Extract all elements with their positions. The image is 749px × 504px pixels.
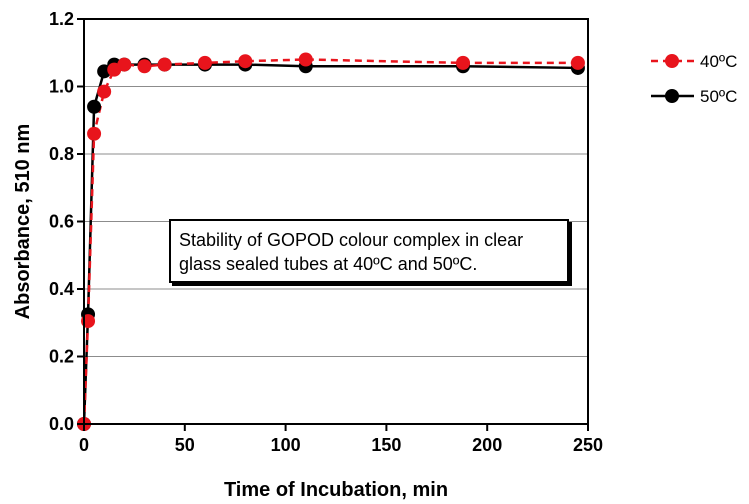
series-0-point-11 bbox=[456, 55, 471, 70]
x-tick-label-1: 50 bbox=[175, 435, 195, 455]
legend-label-1: 50ºC bbox=[700, 87, 737, 106]
series-0-point-9 bbox=[238, 54, 253, 69]
series-0-point-6 bbox=[137, 59, 152, 74]
y-tick-label-2: 0.4 bbox=[49, 279, 74, 299]
series-0-point-10 bbox=[298, 52, 313, 67]
y-tick-label-5: 1.0 bbox=[49, 77, 74, 97]
y-axis-title: Absorbance, 510 nm bbox=[12, 124, 34, 320]
legend-label-0: 40ºC bbox=[700, 52, 737, 71]
series-0-point-12 bbox=[570, 55, 585, 70]
series-0-point-8 bbox=[197, 55, 212, 70]
y-tick-label-6: 1.2 bbox=[49, 9, 74, 29]
series-1-point-2 bbox=[87, 99, 102, 114]
y-tick-label-0: 0.0 bbox=[49, 414, 74, 434]
series-0-point-2 bbox=[87, 126, 102, 141]
y-tick-label-3: 0.6 bbox=[49, 212, 74, 232]
x-axis-title: Time of Incubation, min bbox=[224, 479, 448, 501]
series-0-point-5 bbox=[117, 57, 132, 72]
series-0-point-3 bbox=[97, 84, 112, 99]
x-tick-label-3: 150 bbox=[371, 435, 401, 455]
annotation-line-1: Stability of GOPOD colour complex in cle… bbox=[179, 230, 524, 250]
legend-marker-1 bbox=[665, 89, 679, 103]
legend: 40ºC 50ºC bbox=[651, 52, 737, 106]
x-tick-label-0: 0 bbox=[79, 435, 89, 455]
x-tick-label-5: 250 bbox=[573, 435, 603, 455]
annotation-line-2: glass sealed tubes at 40ºC and 50ºC. bbox=[179, 254, 478, 274]
annotation-box: Stability of GOPOD colour complex in cle… bbox=[169, 219, 569, 283]
series-0-point-7 bbox=[157, 57, 172, 72]
x-tick-label-2: 100 bbox=[271, 435, 301, 455]
y-tick-label-1: 0.2 bbox=[49, 347, 74, 367]
series-layer bbox=[77, 52, 585, 431]
x-tick-label-4: 200 bbox=[472, 435, 502, 455]
y-tick-label-4: 0.8 bbox=[49, 144, 74, 164]
legend-marker-0 bbox=[665, 54, 679, 68]
axis-ticks: 0.0 0.2 0.4 0.6 0.8 1.0 1.2 0 50 100 150 200 250 bbox=[49, 9, 603, 455]
